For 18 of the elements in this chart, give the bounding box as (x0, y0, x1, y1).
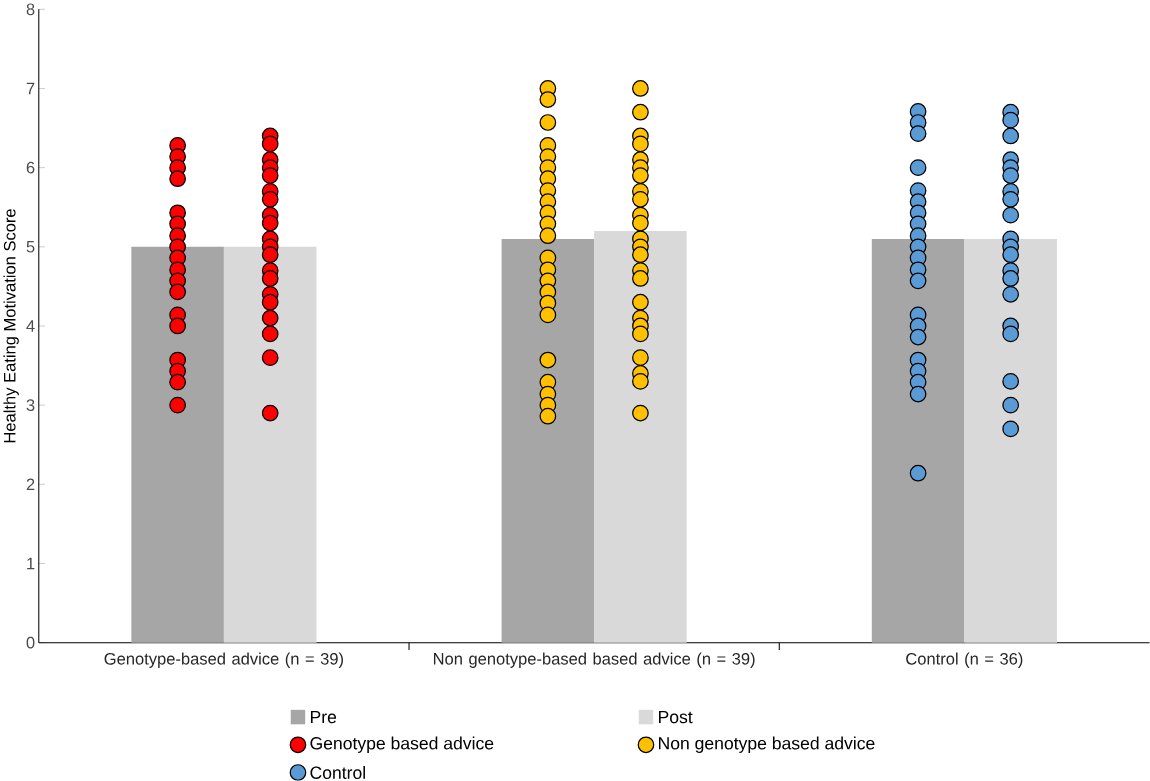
x-tick-label: Control (n = 36) (906, 652, 1023, 668)
legend-label: Post (658, 711, 693, 724)
y-tick-label: 7 (26, 82, 35, 95)
legend-label: Control (310, 766, 365, 780)
y-tick-label: 4 (26, 320, 35, 332)
x-tick-label: Non genotype-based based advice (n = 39) (433, 652, 755, 668)
y-tick-label: 0 (26, 636, 35, 649)
y-tick-label: 8 (26, 3, 35, 16)
legend-label: Pre (310, 711, 337, 724)
y-tick-label: 2 (26, 478, 35, 491)
y-tick-label: 3 (26, 399, 35, 412)
legend-label: Non genotype based advice (658, 736, 875, 754)
y-axis-title: Healthy Eating Motivation Score (3, 209, 19, 443)
x-tick-label: Genotype-based advice (n = 39) (104, 652, 343, 668)
y-tick-label: 6 (26, 161, 35, 174)
y-tick-label: 5 (26, 241, 35, 253)
legend-label: Genotype based advice (310, 736, 494, 754)
y-tick-label: 1 (27, 557, 35, 570)
